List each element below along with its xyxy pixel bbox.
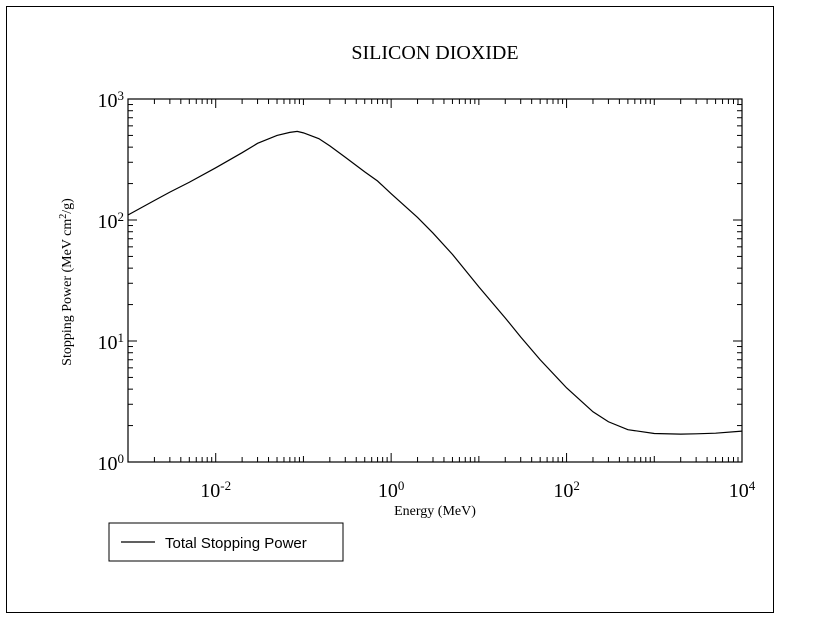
y-tick-label: 103 — [98, 88, 125, 113]
y-tick-labels: 100 101 102 103 — [98, 88, 125, 476]
series-line-total-stopping-power — [127, 130, 743, 435]
chart-title: SILICON DIOXIDE — [351, 42, 518, 64]
x-tick-label: 102 — [553, 478, 580, 503]
legend-label: Total Stopping Power — [165, 535, 307, 552]
chart-svg: SILICON DIOXIDE 10-2 100 102 104 100 101… — [58, 42, 756, 562]
x-tick-label: 104 — [729, 478, 756, 503]
x-tick-label: 10-2 — [200, 478, 231, 503]
plot-area — [127, 98, 743, 463]
y-tick-label: 102 — [98, 209, 125, 234]
axis-ticks — [127, 98, 743, 463]
x-tick-labels: 10-2 100 102 104 — [200, 478, 755, 503]
chart-frame: SILICON DIOXIDE 10-2 100 102 104 100 101… — [6, 6, 774, 613]
y-tick-label: 100 — [98, 451, 125, 476]
y-tick-label: 101 — [98, 330, 125, 355]
x-tick-label: 100 — [378, 478, 405, 503]
legend: Total Stopping Power — [108, 522, 344, 562]
y-axis-label: Stopping Power (MeV cm2/g) — [58, 198, 76, 366]
x-axis-label: Energy (MeV) — [394, 504, 476, 519]
